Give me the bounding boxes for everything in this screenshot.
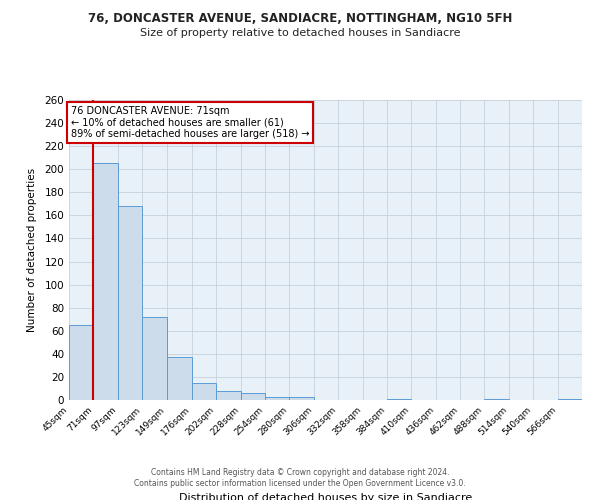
- Bar: [69, 325, 94, 400]
- X-axis label: Distribution of detached houses by size in Sandiacre: Distribution of detached houses by size …: [179, 492, 472, 500]
- Bar: [289, 396, 314, 400]
- Bar: [142, 317, 167, 400]
- Bar: [557, 399, 582, 400]
- Bar: [192, 382, 216, 400]
- Text: 76, DONCASTER AVENUE, SANDIACRE, NOTTINGHAM, NG10 5FH: 76, DONCASTER AVENUE, SANDIACRE, NOTTING…: [88, 12, 512, 26]
- Bar: [94, 164, 118, 400]
- Bar: [241, 393, 265, 400]
- Text: Contains HM Land Registry data © Crown copyright and database right 2024.
Contai: Contains HM Land Registry data © Crown c…: [134, 468, 466, 487]
- Bar: [118, 206, 142, 400]
- Y-axis label: Number of detached properties: Number of detached properties: [28, 168, 37, 332]
- Bar: [167, 358, 192, 400]
- Bar: [265, 396, 289, 400]
- Bar: [387, 399, 412, 400]
- Text: 76 DONCASTER AVENUE: 71sqm
← 10% of detached houses are smaller (61)
89% of semi: 76 DONCASTER AVENUE: 71sqm ← 10% of deta…: [71, 106, 310, 139]
- Bar: [484, 399, 509, 400]
- Bar: [216, 391, 241, 400]
- Text: Size of property relative to detached houses in Sandiacre: Size of property relative to detached ho…: [140, 28, 460, 38]
